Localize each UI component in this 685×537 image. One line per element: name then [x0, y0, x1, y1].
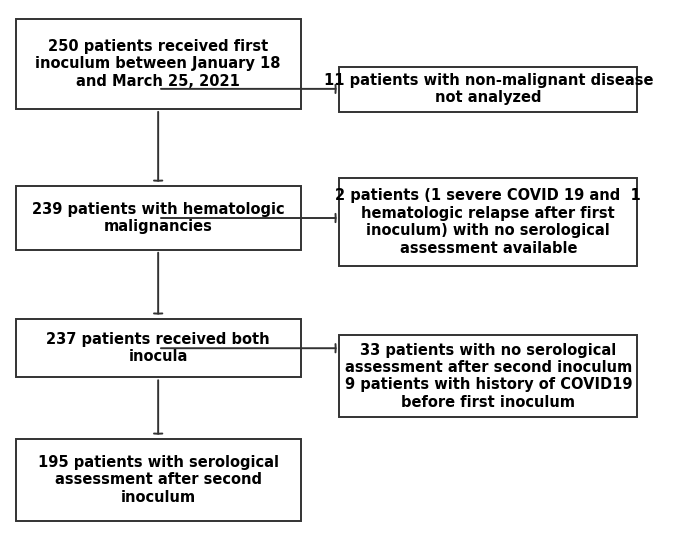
- FancyBboxPatch shape: [16, 186, 301, 250]
- Text: 33 patients with no serological
assessment after second inoculum
9 patients with: 33 patients with no serological assessme…: [345, 343, 632, 410]
- FancyBboxPatch shape: [16, 319, 301, 378]
- Text: 239 patients with hematologic
malignancies: 239 patients with hematologic malignanci…: [32, 202, 284, 234]
- Text: 250 patients received first
inoculum between January 18
and March 25, 2021: 250 patients received first inoculum bet…: [36, 39, 281, 89]
- FancyBboxPatch shape: [16, 439, 301, 521]
- FancyBboxPatch shape: [16, 19, 301, 109]
- Text: 195 patients with serological
assessment after second
inoculum: 195 patients with serological assessment…: [38, 455, 279, 505]
- FancyBboxPatch shape: [340, 67, 637, 112]
- Text: 2 patients (1 severe COVID 19 and  1
hematologic relapse after first
inoculum) w: 2 patients (1 severe COVID 19 and 1 hema…: [336, 188, 641, 256]
- FancyBboxPatch shape: [340, 335, 637, 417]
- Text: 11 patients with non-malignant disease
not analyzed: 11 patients with non-malignant disease n…: [323, 73, 653, 105]
- Text: 237 patients received both
inocula: 237 patients received both inocula: [47, 332, 270, 365]
- FancyBboxPatch shape: [340, 178, 637, 266]
